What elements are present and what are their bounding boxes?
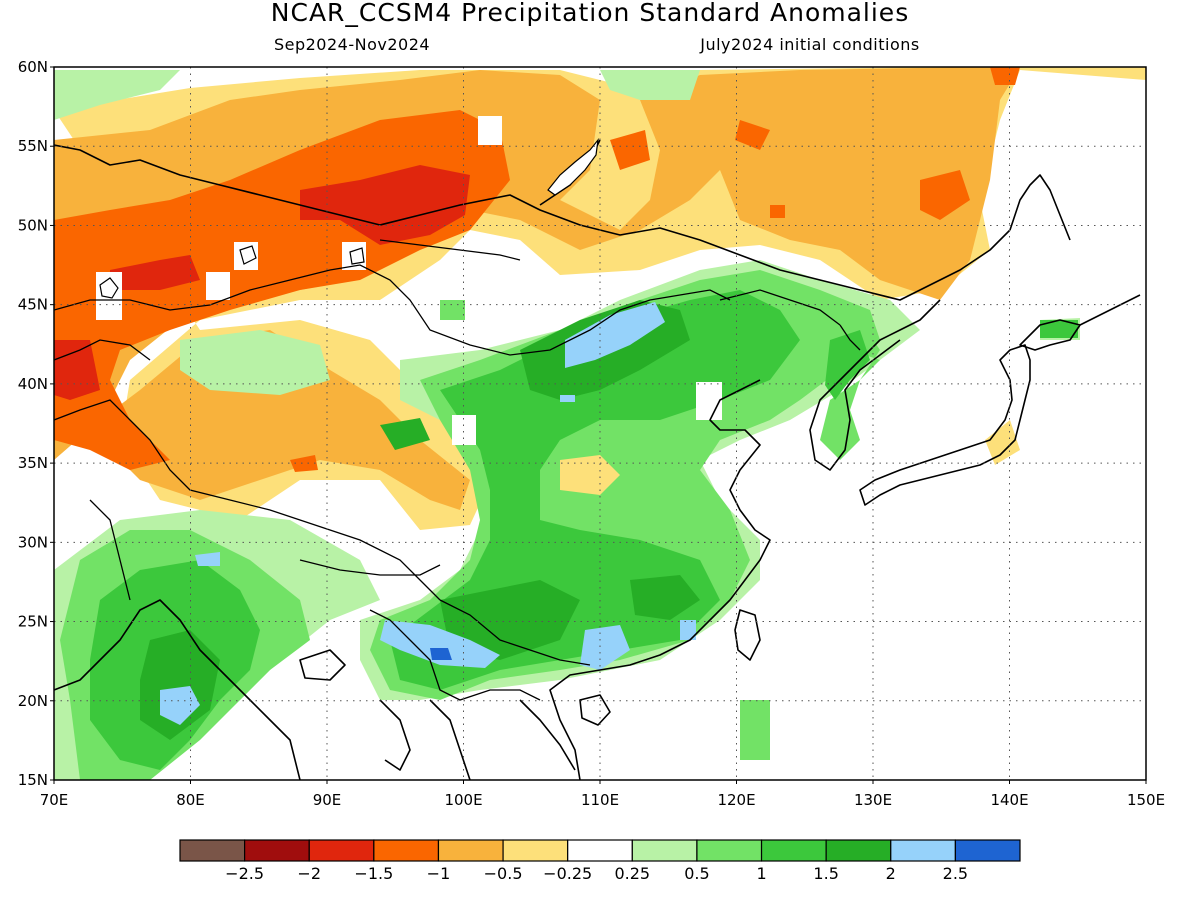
colorbar-label: −1 — [427, 864, 451, 883]
lakes — [99, 137, 599, 299]
map-title: NCAR_CCSM4 Precipitation Standard Anomal… — [271, 0, 909, 27]
lat-label: 20N — [18, 692, 48, 710]
colorbar-label: 1.5 — [813, 864, 838, 883]
colorbar-labels: −2.5 −2 −1.5 −1 −0.5 −0.25 0.25 0.5 1 1.5 2 2.5 — [225, 864, 968, 883]
lat-label: 55N — [18, 137, 48, 155]
colorbar-label: −2 — [297, 864, 321, 883]
lon-label: 110E — [581, 791, 619, 809]
lat-label: 15N — [18, 771, 48, 789]
lat-label: 45N — [18, 296, 48, 314]
lat-label: 25N — [18, 613, 48, 631]
latitude-labels: 15N 20N 25N 30N 35N 40N 45N 50N 55N 60N — [18, 58, 54, 789]
colorbar-swatch — [954, 839, 1021, 862]
lon-label: 120E — [717, 791, 755, 809]
colorbar-swatch — [760, 839, 827, 862]
colorbar-label: −1.5 — [354, 864, 393, 883]
colorbar-label: −2.5 — [225, 864, 264, 883]
lat-label: 40N — [18, 375, 48, 393]
lon-label: 130E — [854, 791, 892, 809]
colorbar-label: 0.25 — [614, 864, 650, 883]
colorbar-swatch — [179, 839, 246, 862]
colorbar-swatch — [567, 839, 633, 862]
colorbar-label: 2 — [886, 864, 896, 883]
lon-label: 70E — [40, 791, 69, 809]
colorbar-swatch — [244, 839, 310, 862]
lon-label: 150E — [1127, 791, 1165, 809]
longitude-labels: 70E 80E 90E 100E 110E 120E 130E 140E 150E — [40, 780, 1165, 809]
colorbar-swatch — [437, 839, 504, 862]
colorbar-swatch — [631, 839, 698, 862]
colorbar-label: 2.5 — [943, 864, 968, 883]
lon-label: 100E — [444, 791, 482, 809]
colorbar-swatch — [696, 839, 763, 862]
lat-label: 30N — [18, 533, 48, 551]
colorbar-label: 1 — [756, 864, 766, 883]
lat-label: 50N — [18, 216, 48, 234]
colorbar-label: 0.5 — [684, 864, 709, 883]
coastlines — [54, 139, 1141, 780]
anomaly-light-blue — [160, 302, 696, 725]
forecast-period: Sep2024-Nov2024 — [274, 35, 430, 54]
country-borders — [54, 239, 861, 701]
lat-label: 35N — [18, 454, 48, 472]
colorbar-swatch — [890, 839, 956, 862]
lat-label: 60N — [18, 58, 48, 76]
anomaly-blue — [430, 648, 452, 660]
colorbar-label: −0.25 — [543, 864, 592, 883]
lon-label: 80E — [176, 791, 205, 809]
lon-label: 90E — [313, 791, 342, 809]
map-grid — [54, 67, 1146, 780]
colorbar-swatch — [308, 839, 375, 862]
colorbar-swatch — [502, 839, 569, 862]
colorbar-swatch — [825, 839, 892, 862]
colorbar-label: −0.5 — [484, 864, 523, 883]
map-area — [54, 67, 1146, 780]
colorbar-swatch — [373, 839, 440, 862]
initial-conditions: July2024 initial conditions — [699, 35, 919, 54]
lon-label: 140E — [990, 791, 1028, 809]
colorbar — [179, 839, 1021, 862]
